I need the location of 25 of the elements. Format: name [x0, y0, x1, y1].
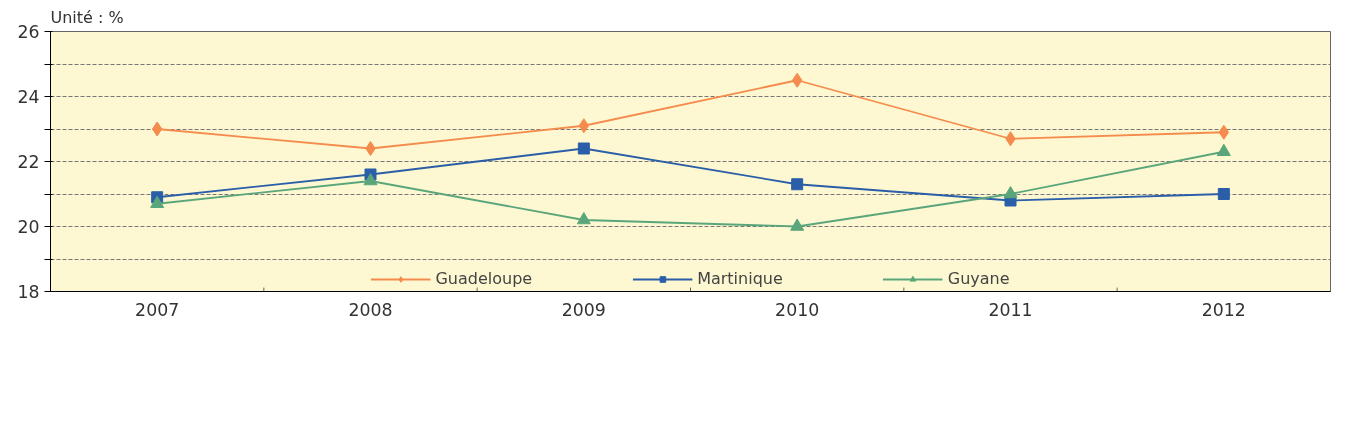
point: [365, 141, 376, 156]
x-tick-label: 2010: [775, 299, 820, 320]
legend-label: Guadeloupe: [435, 269, 533, 288]
point: [577, 142, 590, 155]
point: [363, 172, 378, 186]
y-axis-title: Unité : %: [50, 7, 124, 27]
x-tick-label: 2008: [348, 299, 393, 320]
point: [1217, 188, 1230, 200]
x-tick-label: 2007: [135, 299, 180, 320]
point: [576, 211, 591, 225]
point: [791, 178, 804, 191]
point: [150, 195, 165, 208]
y-tick-label: 20: [17, 217, 40, 237]
legend-label: Martinique: [697, 269, 783, 288]
point: [1003, 185, 1018, 199]
y-tick-label: 18: [17, 282, 40, 302]
y-tick-label: 24: [17, 87, 40, 107]
x-tick-label: 2011: [988, 299, 1033, 320]
y-tick-label: 22: [17, 152, 40, 172]
legend-label: Guyane: [947, 269, 1010, 288]
x-tick-label: 2009: [561, 299, 606, 320]
y-tick-label: 26: [17, 22, 40, 42]
x-tick-label: 2012: [1201, 299, 1246, 320]
point: [790, 218, 805, 231]
point: [1216, 143, 1231, 156]
